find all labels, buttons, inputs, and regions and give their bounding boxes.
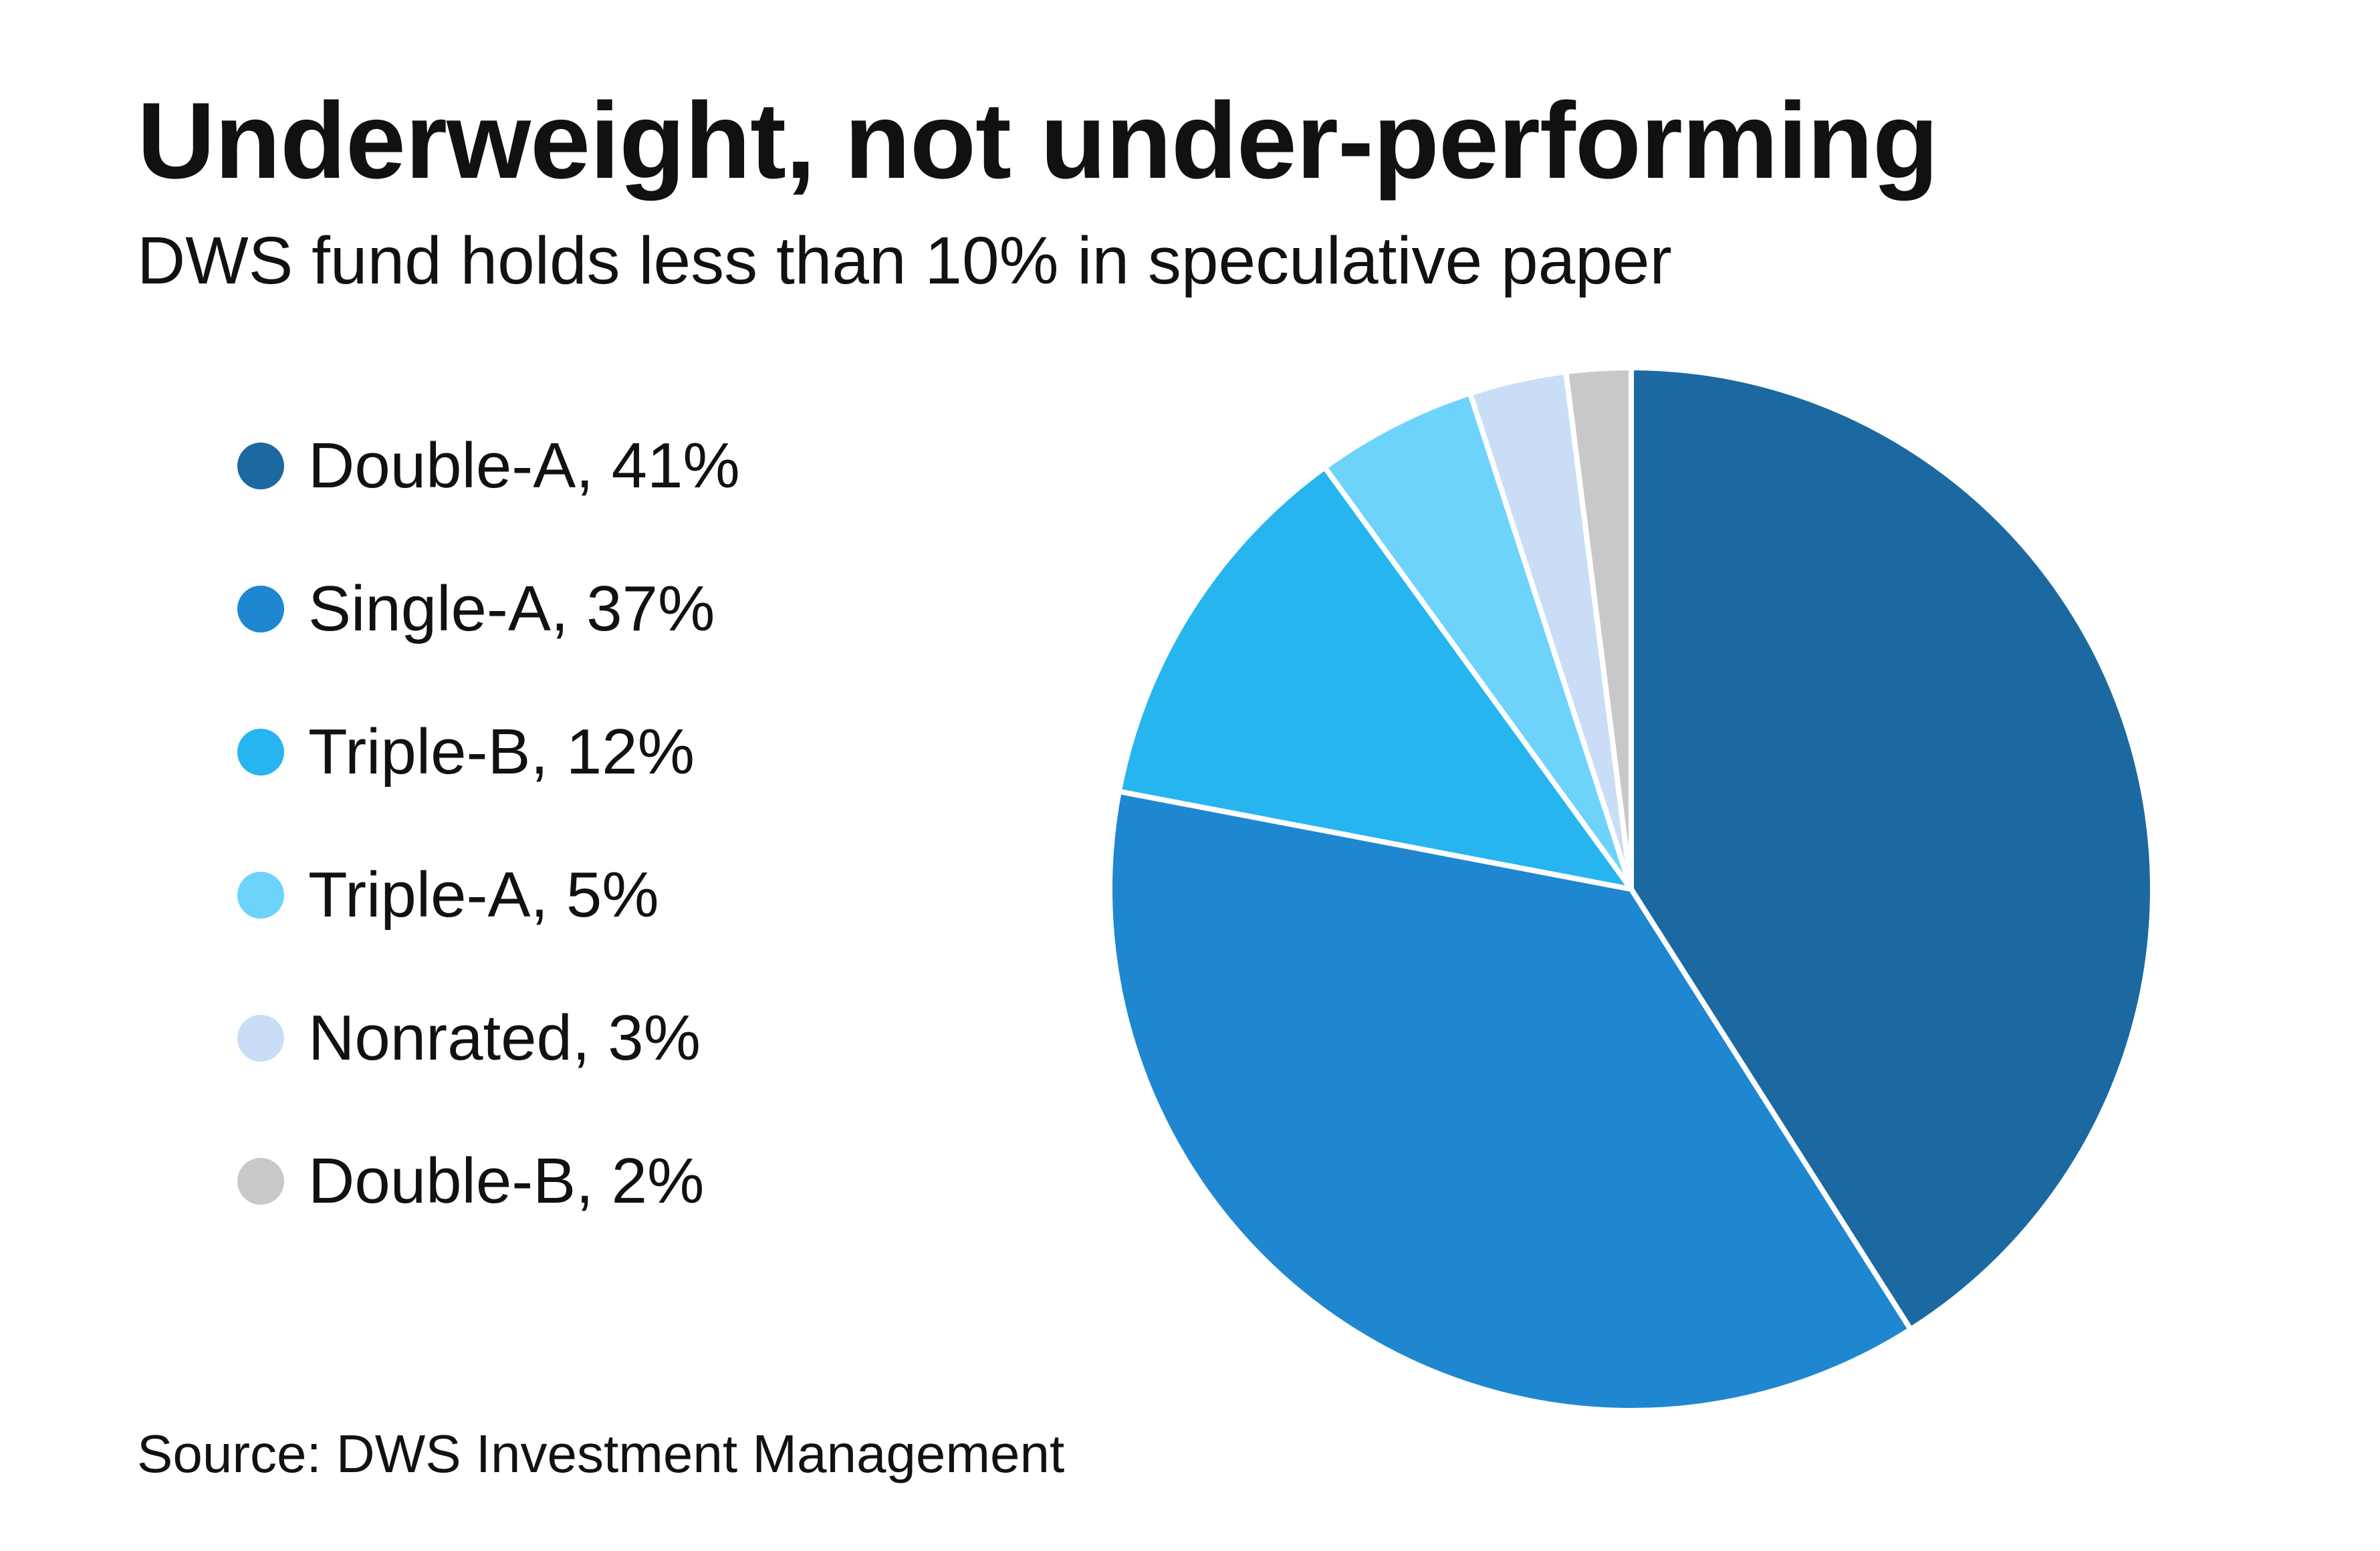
legend-item-single-a: Single-A, 37% [237, 568, 740, 650]
legend-item-nonrated: Nonrated, 3% [237, 997, 740, 1079]
legend-swatch-triple-b [237, 729, 284, 776]
legend-item-triple-b: Triple-B, 12% [237, 711, 740, 793]
legend-label-triple-b: Triple-B, 12% [308, 716, 695, 788]
legend-label-triple-a: Triple-A, 5% [308, 859, 659, 931]
legend-swatch-nonrated [237, 1015, 284, 1062]
legend-label-single-a: Single-A, 37% [308, 573, 715, 644]
legend-label-double-b: Double-B, 2% [308, 1145, 705, 1217]
legend-item-triple-a: Triple-A, 5% [237, 854, 740, 936]
legend-label-double-a: Double-A, 41% [308, 430, 740, 501]
legend: Double-A, 41% Single-A, 37% Triple-B, 12… [237, 425, 740, 1284]
legend-item-double-b: Double-B, 2% [237, 1141, 740, 1222]
chart-title: Underweight, not under-performing [137, 80, 1939, 201]
legend-swatch-single-a [237, 586, 284, 632]
legend-label-nonrated: Nonrated, 3% [308, 1002, 701, 1074]
chart-subtitle: DWS fund holds less than 10% in speculat… [137, 223, 1672, 298]
legend-swatch-double-b [237, 1158, 284, 1205]
pie-slice-single-a [1107, 788, 1913, 1414]
pie-slice-double-a [1629, 365, 2153, 1332]
legend-swatch-triple-a [237, 872, 284, 919]
legend-item-double-a: Double-A, 41% [237, 425, 740, 507]
pie-slice-triple-a [1322, 390, 1634, 892]
pie-slice-triple-b [1116, 464, 1634, 892]
pie-chart [1107, 365, 2153, 1414]
source-note: Source: DWS Investment Management [137, 1424, 1065, 1483]
pie-slice-double-b [1563, 365, 1634, 892]
legend-swatch-double-a [237, 443, 284, 489]
